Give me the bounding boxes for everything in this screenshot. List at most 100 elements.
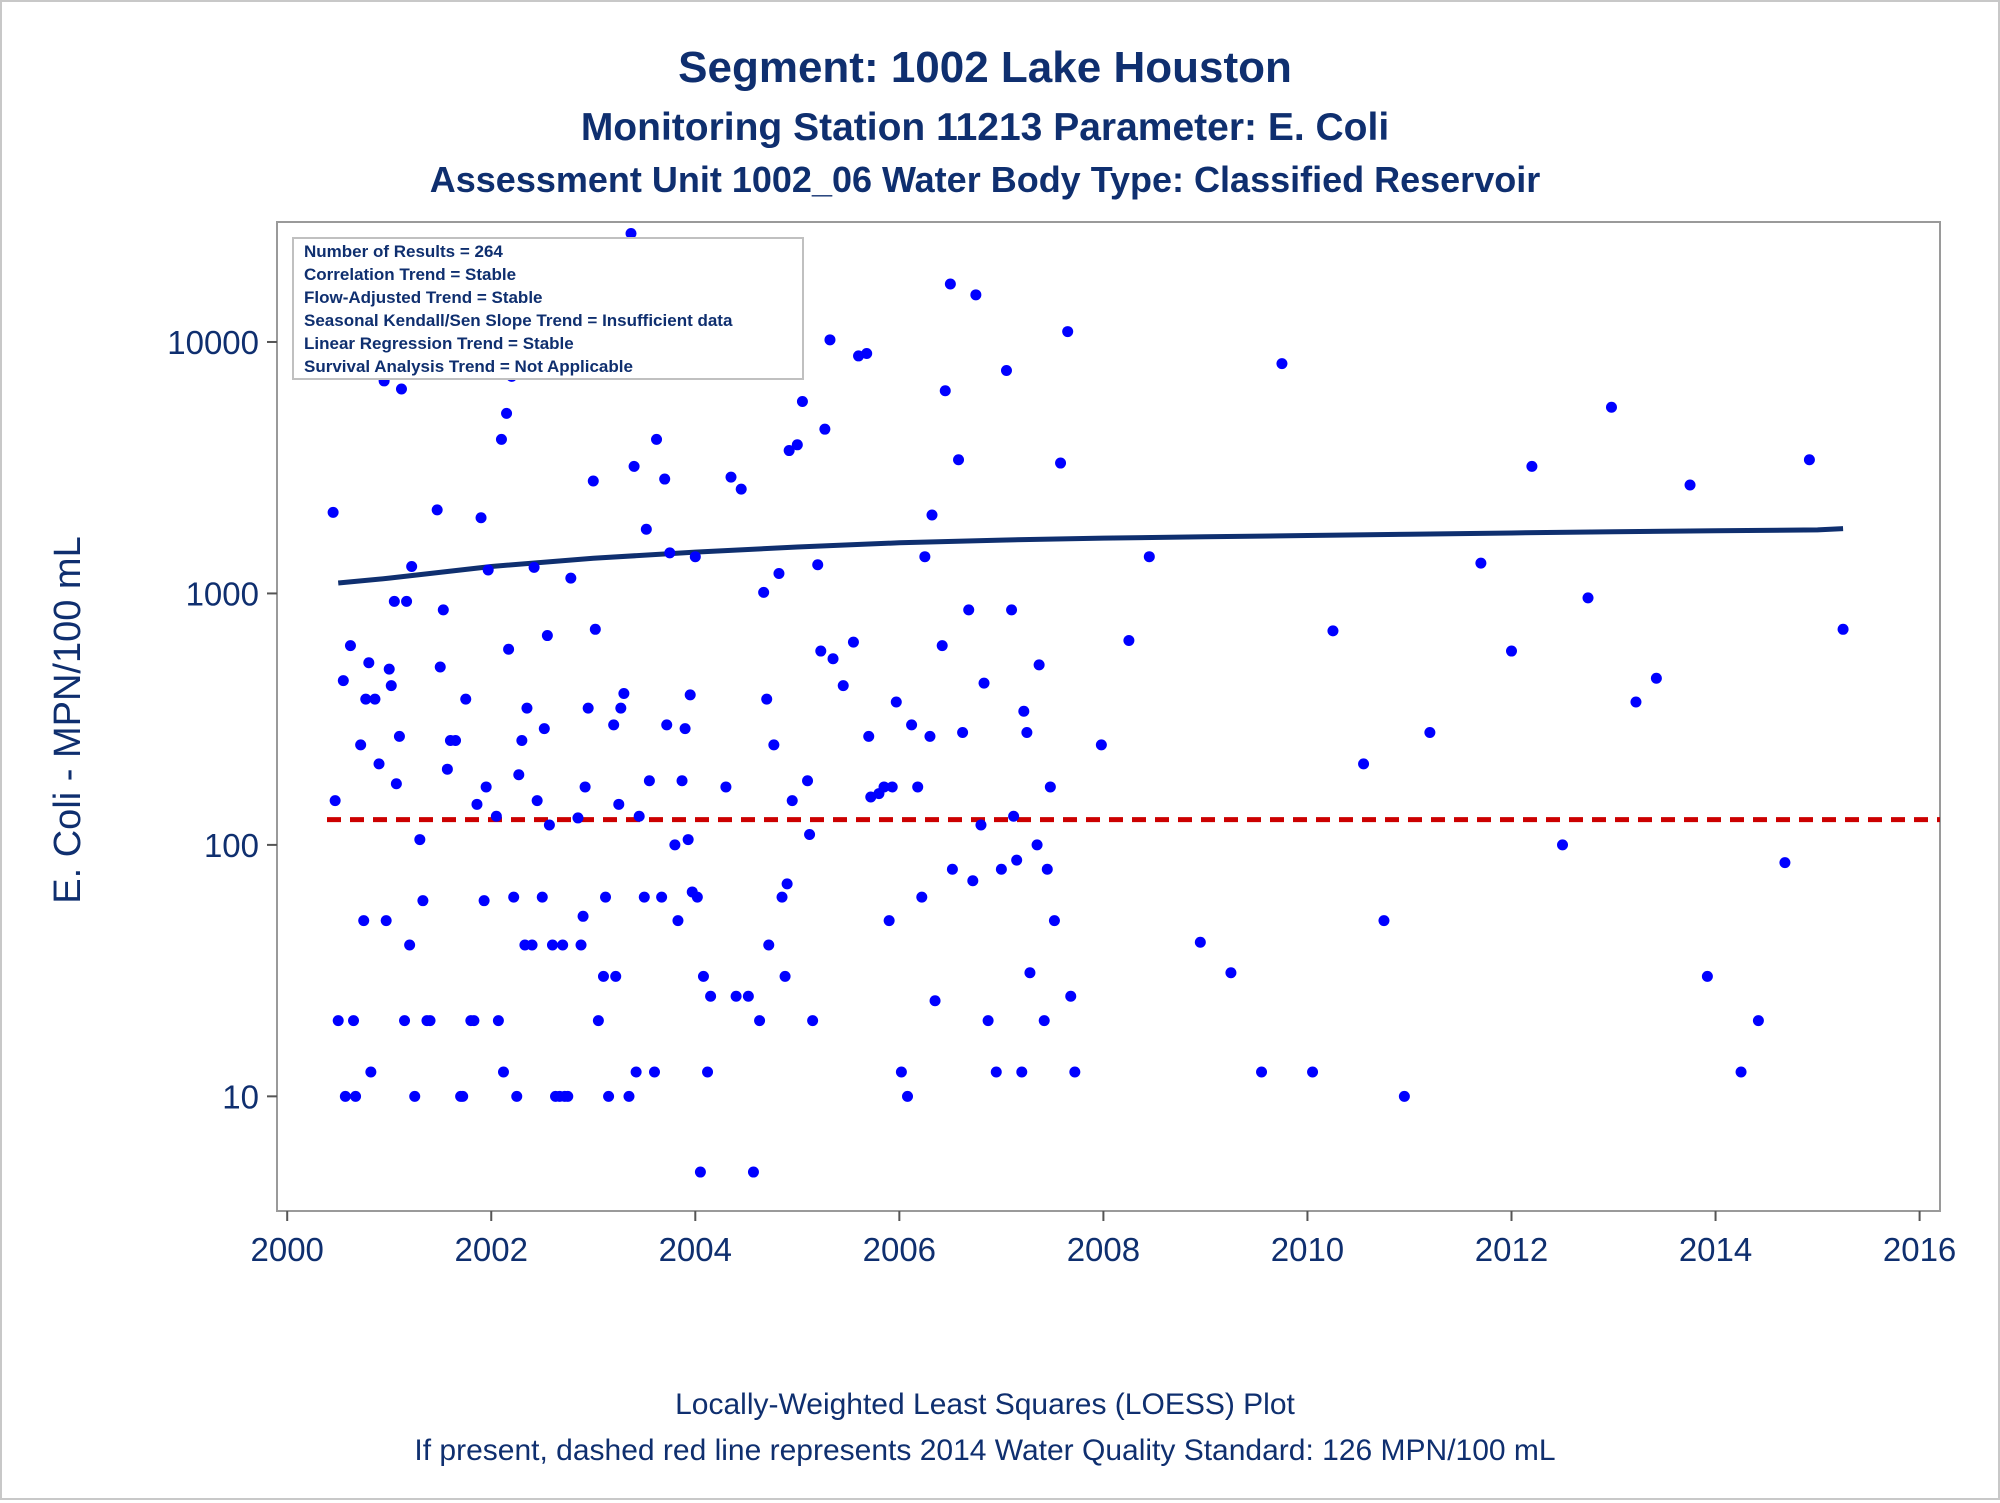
data-point	[694, 1166, 706, 1178]
data-point	[702, 1066, 714, 1078]
data-point	[1143, 551, 1155, 563]
data-point	[924, 730, 936, 742]
data-point	[802, 775, 814, 787]
data-point	[1055, 457, 1067, 469]
data-point	[1018, 705, 1030, 717]
stats-box: Number of Results = 264 Correlation Tren…	[292, 237, 804, 380]
data-point	[536, 891, 548, 903]
x-tick-label: 2014	[1679, 1231, 1752, 1268]
data-point	[450, 735, 462, 747]
data-point	[406, 560, 418, 572]
data-point	[373, 758, 385, 770]
data-point	[623, 1090, 635, 1102]
data-point	[1006, 604, 1018, 616]
data-point	[1358, 758, 1370, 770]
x-tick-label: 2004	[659, 1231, 732, 1268]
data-point	[978, 677, 990, 689]
data-point	[1044, 781, 1056, 793]
data-point	[526, 939, 538, 951]
data-point	[863, 730, 875, 742]
data-point	[953, 454, 965, 466]
data-point	[1505, 645, 1517, 657]
data-point	[557, 939, 569, 951]
data-point	[847, 636, 859, 648]
data-point	[1011, 854, 1023, 866]
data-point	[1256, 1066, 1268, 1078]
x-tick-label: 2012	[1475, 1231, 1548, 1268]
data-point	[630, 1066, 642, 1078]
data-point	[332, 1015, 344, 1027]
data-point	[344, 640, 356, 652]
data-point	[651, 433, 663, 445]
data-point	[363, 657, 375, 669]
data-point	[919, 551, 931, 563]
x-tick-label: 2008	[1067, 1231, 1140, 1268]
data-point	[791, 439, 803, 451]
data-point	[1630, 696, 1642, 708]
data-point	[895, 1066, 907, 1078]
data-point	[1735, 1066, 1747, 1078]
x-tick-label: 2000	[250, 1231, 323, 1268]
data-point	[460, 693, 472, 705]
stats-correlation-trend: Correlation Trend = Stable	[304, 265, 516, 284]
data-point	[388, 595, 400, 607]
data-point	[906, 719, 918, 731]
data-point	[679, 723, 691, 735]
data-point	[369, 693, 381, 705]
data-point	[1008, 810, 1020, 822]
data-point	[837, 680, 849, 692]
data-point	[431, 504, 443, 516]
data-point	[1837, 623, 1849, 635]
data-point	[768, 739, 780, 751]
data-point	[742, 990, 754, 1002]
data-point	[482, 564, 494, 576]
data-point	[1065, 990, 1077, 1002]
data-point	[1378, 915, 1390, 927]
data-point	[478, 895, 490, 907]
data-point	[776, 891, 788, 903]
data-point	[404, 939, 416, 951]
data-point	[1684, 479, 1696, 491]
data-point	[633, 810, 645, 822]
data-point	[511, 1090, 523, 1102]
data-point	[597, 970, 609, 982]
data-point	[1095, 739, 1107, 751]
data-point	[735, 483, 747, 495]
data-point	[457, 1090, 469, 1102]
data-point	[395, 383, 407, 395]
data-point	[902, 1090, 914, 1102]
data-point	[725, 471, 737, 483]
data-point	[513, 769, 525, 781]
data-point	[1062, 326, 1074, 338]
y-axis-label: E. Coli - MPN/100 mL	[47, 536, 89, 903]
stats-box-frame	[292, 237, 804, 380]
data-point	[495, 433, 507, 445]
data-point	[975, 819, 987, 831]
data-point	[883, 915, 895, 927]
data-point	[327, 506, 339, 518]
data-point	[390, 778, 402, 790]
data-point	[339, 1090, 351, 1102]
data-point	[385, 680, 397, 692]
data-point	[401, 595, 413, 607]
data-point	[796, 395, 808, 407]
data-point	[508, 891, 520, 903]
data-point	[916, 891, 928, 903]
footnote-standard: If present, dashed red line represents 2…	[414, 1434, 1555, 1467]
data-point	[944, 278, 956, 290]
data-point	[1069, 1066, 1081, 1078]
data-point	[348, 1015, 360, 1027]
data-point	[890, 696, 902, 708]
data-point	[783, 445, 795, 457]
data-point	[936, 640, 948, 652]
data-point	[337, 675, 349, 687]
y-axis: 10 100 1000 10000	[167, 324, 277, 1115]
data-point	[1041, 863, 1053, 875]
data-point	[773, 568, 785, 580]
data-point	[669, 839, 681, 851]
data-point	[664, 547, 676, 559]
data-point	[878, 781, 890, 793]
data-point	[471, 798, 483, 810]
